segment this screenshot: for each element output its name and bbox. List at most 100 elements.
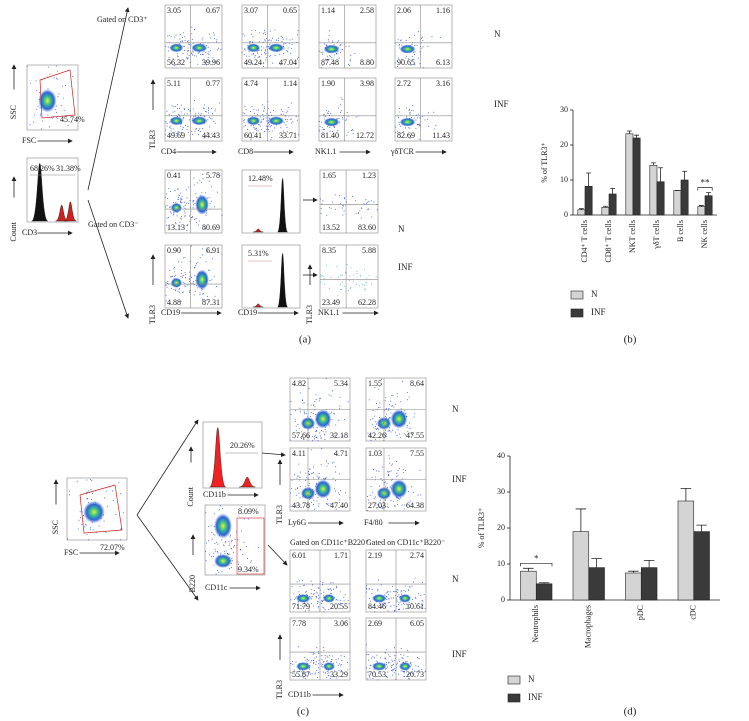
density-blob [246, 116, 261, 126]
event-dot [402, 380, 404, 382]
event-dot [291, 102, 293, 104]
event-dot [214, 534, 216, 536]
event-dot [327, 656, 329, 658]
x-tick-label: CD8⁺ T cells [604, 220, 613, 263]
quadrant-value: 7.78 [292, 619, 306, 628]
event-dot [316, 646, 318, 648]
event-dot [409, 586, 411, 588]
bar [656, 181, 665, 216]
event-dot [338, 669, 340, 671]
event-dot [269, 126, 271, 128]
density-blob [246, 43, 261, 53]
event-dot [379, 485, 381, 487]
event-dot [349, 497, 351, 499]
event-dot [88, 490, 90, 492]
event-dot [257, 109, 259, 111]
event-dot [321, 654, 323, 656]
event-dot [296, 475, 298, 477]
event-dot [406, 391, 408, 393]
event-dot [191, 130, 193, 132]
event-dot [194, 28, 196, 30]
event-dot [299, 411, 301, 413]
event-dot [174, 189, 176, 191]
density-blob [268, 116, 285, 126]
event-dot [312, 653, 314, 655]
event-dot [182, 274, 184, 276]
event-dot [166, 110, 168, 112]
event-dot [400, 670, 402, 672]
significance-bracket [520, 562, 553, 567]
event-dot [324, 439, 326, 441]
event-dot [368, 674, 370, 676]
event-dot [181, 122, 183, 124]
event-dot [415, 114, 417, 116]
event-dot [409, 113, 411, 115]
event-dot [280, 109, 282, 111]
event-dot [363, 269, 365, 271]
event-dot [334, 435, 336, 437]
event-dot [217, 49, 219, 51]
event-dot [403, 433, 405, 435]
event-dot [166, 125, 168, 127]
event-dot [366, 667, 368, 669]
event-dot [368, 588, 370, 590]
event-dot [374, 496, 376, 498]
row-label: N [494, 29, 501, 39]
event-dot [304, 610, 306, 612]
quadrant-value: 3.98 [360, 79, 374, 88]
event-dot [260, 116, 262, 118]
event-dot [417, 117, 419, 119]
event-dot [209, 117, 211, 119]
event-dot [181, 198, 183, 200]
event-dot [166, 224, 168, 226]
event-dot [201, 39, 203, 41]
event-dot [323, 671, 325, 673]
event-dot [323, 275, 325, 277]
event-dot [330, 582, 332, 584]
event-dot [197, 112, 199, 114]
event-dot [193, 204, 195, 206]
event-dot [52, 117, 54, 119]
event-dot [400, 590, 402, 592]
event-dot [326, 477, 328, 479]
event-dot [303, 412, 305, 414]
event-dot [264, 52, 266, 54]
event-dot [164, 45, 166, 47]
event-dot [347, 131, 349, 133]
event-dot [294, 597, 296, 599]
event-dot [188, 278, 190, 280]
event-dot [262, 119, 264, 121]
event-dot [175, 135, 177, 137]
event-dot [368, 275, 370, 277]
event-dot [347, 669, 349, 671]
error-bar [643, 560, 655, 568]
event-dot [26, 65, 28, 67]
event-dot [191, 26, 193, 28]
event-dot [267, 40, 269, 42]
event-dot [268, 130, 270, 132]
event-dot [398, 117, 400, 119]
event-dot [266, 113, 268, 115]
event-dot [173, 268, 175, 270]
event-dot [103, 497, 105, 499]
bar [704, 195, 713, 216]
event-dot [207, 540, 209, 542]
event-dot [185, 277, 187, 279]
event-dot [383, 602, 385, 604]
x-tick-label: NKT cells [628, 220, 637, 253]
event-dot [341, 281, 343, 283]
event-dot [345, 45, 347, 47]
event-dot [313, 662, 315, 664]
event-dot [175, 290, 177, 292]
event-dot [57, 117, 59, 119]
event-dot [398, 608, 400, 610]
event-dot [265, 34, 267, 36]
event-dot [413, 117, 415, 119]
event-dot [384, 481, 386, 483]
event-dot [367, 495, 369, 497]
quadrant-value: 33.29 [330, 670, 348, 679]
event-dot [312, 472, 314, 474]
event-dot [271, 62, 273, 64]
event-dot [177, 63, 179, 65]
event-dot [355, 116, 357, 118]
